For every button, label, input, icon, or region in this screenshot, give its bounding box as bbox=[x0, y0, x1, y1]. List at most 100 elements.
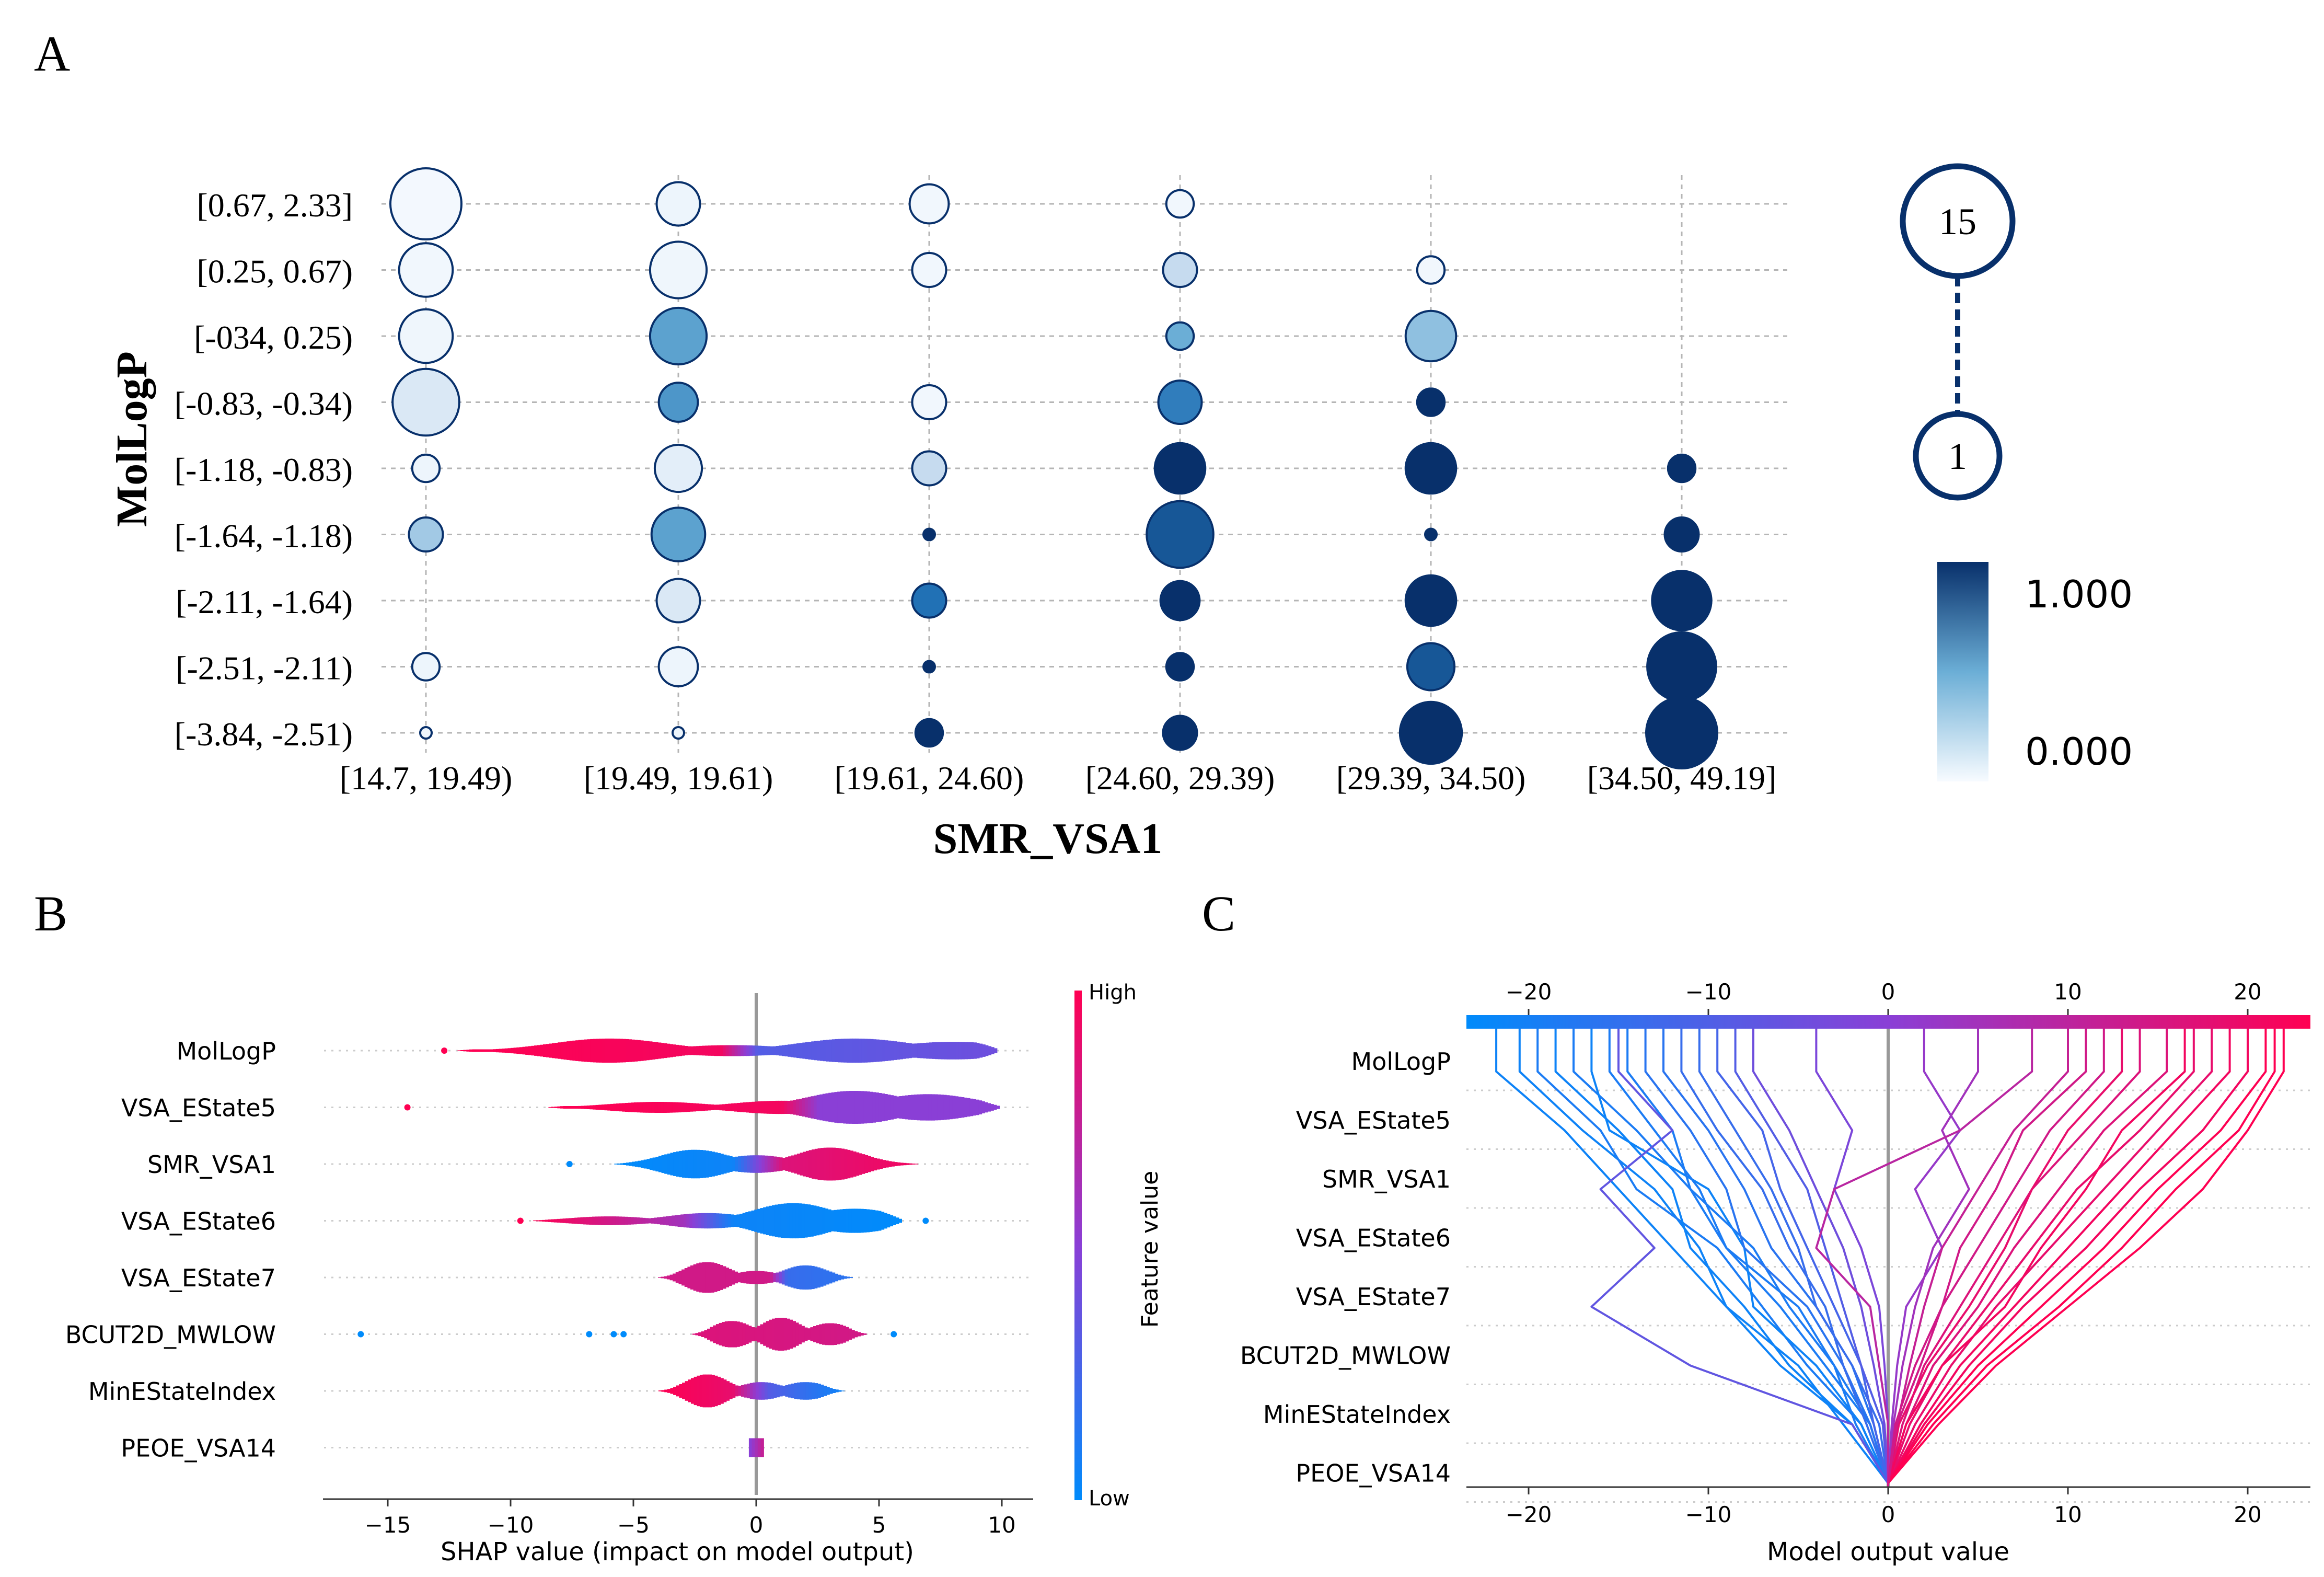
violin-slice bbox=[838, 1390, 842, 1392]
feature-label: VSA_EState7 bbox=[121, 1264, 276, 1292]
violin-slice bbox=[868, 1156, 871, 1172]
violin-slice bbox=[598, 1104, 602, 1110]
violin-slice bbox=[654, 1102, 658, 1113]
violin-slice bbox=[696, 1103, 699, 1111]
violin-slice bbox=[548, 1107, 552, 1108]
violin-slice bbox=[785, 1157, 789, 1171]
violin-slice bbox=[702, 1150, 706, 1178]
violin-slice bbox=[713, 1213, 716, 1228]
violin-slice bbox=[792, 1321, 796, 1348]
decision-line bbox=[1626, 1029, 1889, 1487]
violin-slice bbox=[519, 1047, 523, 1054]
violin-slice bbox=[701, 1213, 705, 1229]
violin-slice bbox=[814, 1267, 818, 1288]
bubble bbox=[657, 382, 699, 423]
violin-slice bbox=[978, 1100, 982, 1114]
violin-slice bbox=[814, 1148, 818, 1180]
violin-slice bbox=[804, 1204, 808, 1238]
violin-slice bbox=[979, 1043, 983, 1058]
violin-slice bbox=[562, 1218, 566, 1223]
violin-slice bbox=[740, 1102, 744, 1112]
violin-slice bbox=[838, 1274, 841, 1281]
violin-slice bbox=[724, 1321, 729, 1348]
bubble bbox=[1162, 252, 1198, 288]
violin-slice bbox=[738, 1156, 742, 1172]
violin-slice bbox=[577, 1217, 581, 1224]
violin-slice bbox=[822, 1323, 826, 1345]
violin-slice bbox=[747, 1384, 750, 1399]
panel-label-b: B bbox=[34, 885, 67, 941]
violin-slice bbox=[884, 1094, 888, 1121]
violin-slice bbox=[787, 1318, 790, 1350]
violin-slice bbox=[593, 1105, 596, 1110]
violin-slice bbox=[745, 1212, 749, 1229]
panel-label-c: C bbox=[1202, 885, 1235, 941]
violin-slice bbox=[571, 1218, 575, 1224]
violin-slice bbox=[692, 1213, 696, 1228]
size-legend-min-circle bbox=[1913, 411, 2003, 501]
violin-slice bbox=[636, 1217, 640, 1224]
violin-slice bbox=[654, 1217, 657, 1224]
violin-slice bbox=[826, 1040, 829, 1062]
violin-slice bbox=[583, 1217, 587, 1225]
feature-label: SMR_VSA1 bbox=[1322, 1165, 1451, 1193]
violin-slice bbox=[993, 1104, 997, 1110]
violin-slice bbox=[587, 1039, 591, 1062]
violin-slice bbox=[628, 1102, 632, 1112]
violin-slice bbox=[816, 1095, 820, 1120]
violin-slice bbox=[616, 1216, 619, 1225]
violin-slice bbox=[595, 1216, 599, 1225]
violin-slice bbox=[850, 1150, 853, 1178]
violin-slice bbox=[764, 1101, 767, 1114]
violin-slice bbox=[589, 1105, 593, 1110]
violin-slice bbox=[626, 1162, 630, 1166]
violin-slice bbox=[822, 1207, 826, 1234]
violin-slice bbox=[707, 1213, 711, 1229]
violin-slice bbox=[864, 1039, 868, 1063]
violin-slice bbox=[863, 1091, 868, 1124]
violin-slice bbox=[889, 1215, 894, 1227]
violin-slice bbox=[732, 1384, 736, 1398]
decision-line bbox=[1887, 1029, 2123, 1487]
feature-label: VSA_EState7 bbox=[1296, 1283, 1451, 1311]
violin-slice bbox=[540, 1044, 544, 1057]
violin-slice bbox=[495, 1049, 500, 1053]
violin-slice bbox=[525, 1046, 529, 1055]
violin-slice bbox=[743, 1271, 747, 1284]
violin-slice bbox=[693, 1149, 697, 1179]
violin-slice bbox=[513, 1048, 517, 1054]
violin-slice bbox=[779, 1157, 783, 1171]
violin-slice bbox=[796, 1099, 800, 1115]
violin-slice bbox=[747, 1155, 750, 1173]
violin-slice bbox=[625, 1216, 628, 1225]
violin-slice bbox=[789, 1203, 793, 1239]
violin-slice bbox=[946, 1042, 951, 1060]
violin-slice bbox=[793, 1100, 796, 1115]
violin-slice bbox=[882, 1040, 885, 1062]
violin-slice bbox=[931, 1094, 935, 1121]
violin-slice bbox=[531, 1045, 535, 1056]
violin-slice bbox=[560, 1042, 564, 1060]
violin-slice bbox=[837, 1210, 840, 1232]
violin-slice bbox=[852, 1038, 856, 1063]
violin-slice bbox=[734, 1103, 738, 1112]
violin-slice bbox=[640, 1040, 644, 1061]
violin-slice bbox=[539, 1220, 542, 1222]
violin-slice bbox=[996, 1106, 1000, 1109]
violin-slice bbox=[946, 1095, 950, 1120]
y-tick-label: [-2.11, -1.64) bbox=[176, 583, 353, 620]
y-tick-label: [-034, 0.25) bbox=[194, 319, 353, 356]
bubble bbox=[911, 384, 947, 420]
violin-slice bbox=[808, 1382, 812, 1400]
violin-slice bbox=[679, 1384, 683, 1398]
violin-slice bbox=[748, 1438, 753, 1457]
violin-slice bbox=[584, 1039, 588, 1062]
violin-slice bbox=[729, 1383, 733, 1399]
violin-slice bbox=[648, 1218, 652, 1224]
violin-slice bbox=[834, 1323, 837, 1345]
violin-slice bbox=[632, 1161, 635, 1167]
violin-slice bbox=[711, 1152, 715, 1177]
violin-slice bbox=[835, 1273, 838, 1282]
violin-slice bbox=[707, 1328, 711, 1340]
violin-slice bbox=[673, 1044, 676, 1057]
